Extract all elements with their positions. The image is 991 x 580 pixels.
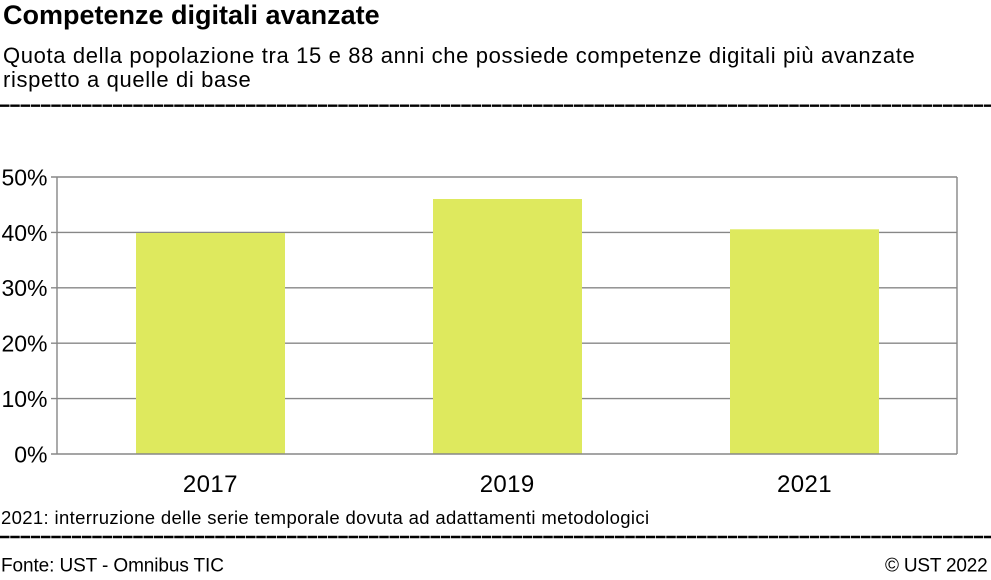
svg-text:30%: 30% [1, 275, 47, 301]
svg-text:© UST 2022: © UST 2022 [885, 556, 987, 577]
svg-text:2021: interruzione delle serie: 2021: interruzione delle serie temporale… [1, 507, 649, 528]
svg-text:50%: 50% [1, 164, 47, 190]
svg-text:10%: 10% [1, 386, 47, 412]
svg-text:Fonte: UST - Omnibus TIC: Fonte: UST - Omnibus TIC [1, 556, 224, 577]
svg-text:0%: 0% [14, 441, 47, 467]
svg-text:20%: 20% [1, 331, 47, 357]
svg-text:2019: 2019 [480, 471, 535, 498]
svg-text:2017: 2017 [183, 471, 238, 498]
svg-text:2021: 2021 [777, 471, 832, 498]
svg-text:40%: 40% [1, 220, 47, 246]
